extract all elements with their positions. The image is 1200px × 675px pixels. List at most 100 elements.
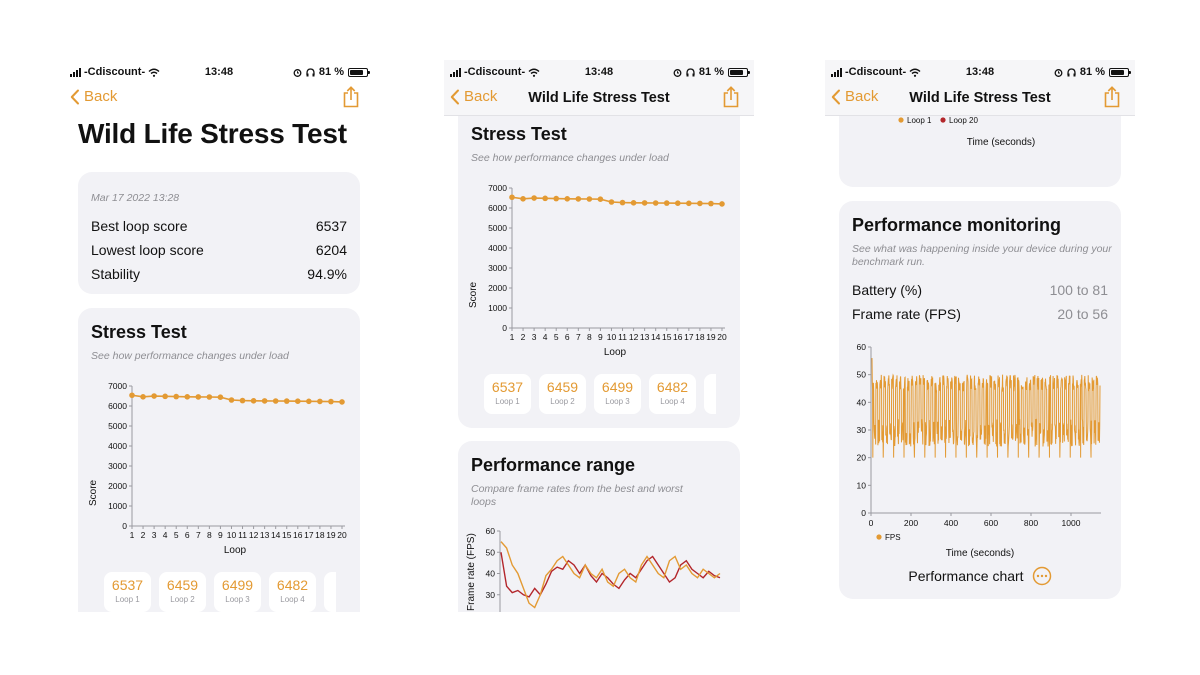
x-tick-label: 6 <box>565 332 570 342</box>
loop-score: 6499 <box>601 379 634 395</box>
chevron-left-icon <box>70 89 79 104</box>
signal-icon <box>831 67 842 77</box>
loop-tile[interactable]: 6537 Loop 1 <box>104 572 151 612</box>
loop-tile[interactable]: 6459 Loop 2 <box>159 572 206 612</box>
loop-tile[interactable]: 6 <box>324 572 336 612</box>
score-point <box>520 196 526 202</box>
share-icon[interactable] <box>1103 86 1121 108</box>
carrier-label: -Cdiscount- <box>464 66 526 78</box>
score-point <box>619 199 626 206</box>
x-axis-label: Loop <box>604 347 627 358</box>
y-tick-label: 2000 <box>108 481 127 491</box>
x-tick-label: 4 <box>163 530 168 540</box>
y-tick-label: 3000 <box>108 461 127 471</box>
nav-bar: Back Wild Life Stress Test <box>444 82 754 116</box>
share-icon[interactable] <box>342 86 360 108</box>
y-tick-label: 2000 <box>488 283 507 293</box>
loop-tile[interactable]: 6482 Loop 4 <box>649 374 696 414</box>
frame-rate-label: Frame rate (FPS) <box>852 306 961 322</box>
battery-label: Battery (%) <box>852 282 923 298</box>
summary-row: Stability 94.9% <box>91 266 347 282</box>
x-tick-label: 600 <box>984 518 998 528</box>
loop-score-list[interactable]: 6537 Loop 1 6459 Loop 2 6499 Loop 3 6482 Loo… <box>104 572 336 612</box>
alarm-icon <box>293 68 302 77</box>
status-bar: -Cdiscount- 13:48 81 % <box>825 60 1135 82</box>
loop-score: 6 <box>704 379 716 395</box>
x-tick-label: 16 <box>293 530 303 540</box>
loop-tile[interactable]: 6482 Loop 4 <box>269 572 316 612</box>
loop-tile[interactable]: 6537 Loop 1 <box>484 374 531 414</box>
loop-tile[interactable]: 6459 Loop 2 <box>539 374 586 414</box>
performance-range-title: Performance range <box>471 455 636 475</box>
performance-chart-button[interactable]: Performance chart <box>839 566 1121 586</box>
score-point <box>708 200 714 207</box>
x-tick-label: 1 <box>130 530 135 540</box>
score-point <box>531 195 537 201</box>
loop-tile[interactable]: 6499 Loop 3 <box>594 374 641 414</box>
x-tick-label: 12 <box>249 530 259 540</box>
back-button[interactable]: Back <box>70 88 117 105</box>
performance-monitoring-card: Performance monitoring See what was happ… <box>839 201 1121 599</box>
y-tick-label: 1000 <box>488 303 507 313</box>
y-tick-label: 40 <box>857 397 867 407</box>
x-tick-label: 10 <box>227 530 237 540</box>
loop-tile[interactable]: 6499 Loop 3 <box>214 572 261 612</box>
battery-percent: 81 % <box>698 66 724 78</box>
x-tick-label: 11 <box>618 332 627 342</box>
y-tick-label: 1000 <box>108 501 127 511</box>
legend-label: FPS <box>885 533 901 542</box>
score-point <box>630 200 637 206</box>
performance-monitoring-title: Performance monitoring <box>852 215 1062 235</box>
headphones-icon <box>306 67 315 76</box>
fps-line-loop-20 <box>500 552 721 598</box>
frame-rate-value: 20 to 56 <box>1057 306 1108 322</box>
status-bar: -Cdiscount- 13:48 81 % <box>64 60 374 82</box>
x-tick-label: 1 <box>510 332 515 342</box>
lowest-loop-label: Lowest loop score <box>91 242 204 258</box>
y-tick-label: 5000 <box>488 223 507 233</box>
test-date: Mar 17 2022 13:28 <box>91 192 180 204</box>
y-tick-label: 30 <box>486 590 496 600</box>
score-point <box>306 398 312 405</box>
x-tick-label: 7 <box>196 530 201 540</box>
x-tick-label: 8 <box>207 530 212 540</box>
legend-swatch <box>940 117 946 123</box>
score-point <box>272 398 279 404</box>
signal-icon <box>450 67 461 77</box>
y-tick-label: 20 <box>857 453 867 463</box>
score-point <box>140 394 146 400</box>
stress-test-title: Stress Test <box>91 322 187 342</box>
phone-screen-stress: Stress Test See how performance changes … <box>444 60 754 612</box>
x-tick-label: 13 <box>260 530 270 540</box>
page-title: Wild Life Stress Test <box>78 118 347 149</box>
loop-tile[interactable]: 6 <box>704 374 716 414</box>
carrier-label: -Cdiscount- <box>845 66 907 78</box>
y-tick-label: 60 <box>857 342 867 352</box>
score-point <box>162 393 168 400</box>
back-label: Back <box>464 88 498 105</box>
performance-range-chart: 30 40 50 60 Frame rate (FPS) <box>466 526 721 612</box>
performance-chart-label: Performance chart <box>908 568 1024 584</box>
back-button[interactable]: Back <box>831 88 878 105</box>
stress-test-subtitle: See how performance changes under load <box>91 350 289 362</box>
back-button[interactable]: Back <box>450 88 497 105</box>
x-tick-label: 12 <box>629 332 639 342</box>
score-point <box>283 398 290 404</box>
loop-score-list[interactable]: 6537 Loop 1 6459 Loop 2 6499 Loop 3 6482 Loo… <box>484 374 716 414</box>
y-tick-label: 50 <box>486 547 496 557</box>
loop-label: Loop 2 <box>170 595 195 604</box>
chevron-left-icon <box>450 89 459 104</box>
y-tick-label: 40 <box>486 569 496 579</box>
x-tick-label: 19 <box>326 530 336 540</box>
share-icon[interactable] <box>722 86 740 108</box>
x-tick-label: 9 <box>598 332 603 342</box>
x-axis-label: Loop <box>224 545 247 556</box>
stability-value: 94.9% <box>307 266 347 282</box>
score-point <box>663 200 670 206</box>
score-point <box>553 195 560 202</box>
loop-score: 6482 <box>276 577 309 593</box>
loop-label: Loop 1 <box>115 595 140 604</box>
